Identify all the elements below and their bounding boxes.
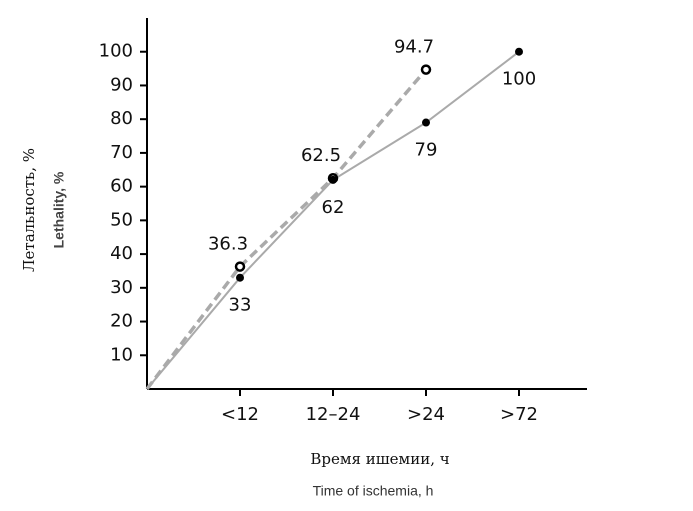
- y-tick-label: 30: [110, 277, 133, 298]
- x-tick-label: 12–24: [306, 404, 361, 425]
- data-label: 36.3: [208, 234, 248, 255]
- y-tick-label: 20: [110, 311, 133, 332]
- x-tick-label: >24: [407, 404, 445, 425]
- y-tick-label: 10: [110, 344, 133, 365]
- y-tick-label: 60: [110, 176, 133, 197]
- data-label: 62.5: [301, 145, 341, 166]
- y-axis-label: Lethality, %: [51, 171, 67, 248]
- x-axis-label: Время ишемии, ч: [310, 450, 449, 468]
- x-axis-label: Time of ischemia, h: [313, 483, 434, 499]
- x-tick-label: <12: [221, 404, 259, 425]
- y-tick-label: 80: [110, 108, 133, 129]
- point: [422, 118, 430, 127]
- y-tick-label: 100: [99, 41, 133, 62]
- point: [515, 47, 523, 56]
- y-tick-label: 40: [110, 243, 133, 264]
- point: [236, 273, 244, 282]
- point: [329, 175, 337, 184]
- y-tick-label: 70: [110, 142, 133, 163]
- point: [420, 64, 432, 75]
- data-label: 100: [502, 69, 536, 90]
- data-label: 33: [229, 295, 252, 316]
- data-label: 94.7: [394, 37, 434, 58]
- y-tick-label: 50: [110, 209, 133, 230]
- y-axis-label: Летальность, %: [20, 148, 38, 272]
- x-tick-label: >72: [500, 404, 538, 425]
- series-line: [146, 50, 520, 390]
- data-label: 79: [415, 140, 438, 161]
- point: [234, 261, 246, 272]
- data-label: 62: [322, 197, 345, 218]
- series-line: [145, 68, 428, 391]
- y-tick-label: 90: [110, 74, 133, 95]
